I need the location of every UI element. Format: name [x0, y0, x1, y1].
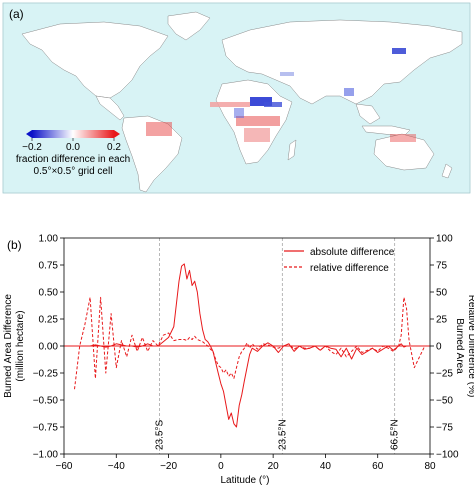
y-right-tick-label: 25 [436, 315, 448, 326]
series-layer [64, 263, 430, 428]
y-left-tick-label: −0.50 [33, 396, 59, 407]
greenland [167, 11, 211, 41]
y-right-tick-label: 100 [436, 234, 453, 245]
colorbar-tick-label: 0.0 [66, 142, 80, 153]
x-tick-label: −20 [160, 461, 177, 472]
legend-label-absolute: absolute difference [310, 247, 395, 258]
southeast-asia [355, 103, 381, 125]
x-tick-label: −60 [56, 461, 73, 472]
fraction-difference-patches [146, 48, 416, 142]
reference-line-label: 23.5°N [277, 419, 288, 450]
y-right-tick-label: 0 [436, 342, 442, 353]
colorbar-gradient [32, 130, 114, 138]
y-left-tick-label: 0.00 [39, 342, 59, 353]
y-left-tick-label: 0.25 [39, 315, 59, 326]
x-tick-label: 40 [320, 461, 332, 472]
y-axis-right-title-line1: Burned Area [454, 318, 465, 374]
x-tick-label: 0 [218, 461, 224, 472]
x-tick-label: −40 [108, 461, 125, 472]
new-zealand [441, 163, 453, 179]
y-right-tick-label: −25 [436, 369, 453, 380]
colorbar-label-line2: 0.5°×0.5° grid cell [34, 166, 113, 177]
colorbar-arrow-negative [26, 130, 32, 138]
panel-a-map: (a) −0.2 0.0 0.2 fraction difference in … [2, 2, 471, 194]
panel-a-label: (a) [9, 7, 24, 21]
axes-layer: −60 −40 −20 0 20 40 60 80 −1.00 −0.75 −0.50 −0.25 0.… [33, 234, 459, 473]
absolute-difference-line [74, 263, 425, 428]
central-america [95, 95, 125, 121]
y-right-tick-label: −100 [436, 450, 459, 461]
north-america [21, 21, 169, 99]
reference-line-label: 23.5°S [154, 420, 165, 450]
y-axis-right-title-line2: Relative Difference (%) [466, 295, 474, 398]
y-left-tick-label: 1.00 [39, 234, 59, 245]
relative-difference-line [74, 296, 426, 390]
y-left-tick-label: −0.75 [33, 423, 59, 434]
y-right-tick-label: 50 [436, 288, 448, 299]
colorbar: −0.2 0.0 0.2 fraction difference in each… [16, 130, 130, 177]
colorbar-arrow-positive [114, 130, 120, 138]
madagascar [287, 139, 297, 161]
colorbar-tick-label: 0.2 [107, 142, 121, 153]
colorbar-label-line1: fraction difference in each [16, 154, 130, 165]
y-left-tick-label: −1.00 [33, 450, 59, 461]
panel-b-label: (b) [7, 238, 22, 252]
x-tick-label: 80 [424, 461, 436, 472]
y-axis-left-title-line1: Burned Area Difference [3, 294, 14, 398]
y-axis-left-title-line2: (million hectare) [15, 310, 26, 381]
legend-label-relative: relative difference [310, 263, 389, 274]
y-right-tick-label: −75 [436, 423, 453, 434]
colorbar-tick-label: −0.2 [22, 142, 42, 153]
y-right-tick-label: 75 [436, 261, 448, 272]
y-left-tick-label: 0.50 [39, 288, 59, 299]
landmasses [21, 11, 463, 193]
x-tick-label: 20 [268, 461, 280, 472]
europe-asia [221, 19, 463, 105]
y-right-tick-label: −50 [436, 396, 453, 407]
x-tick-label: 60 [372, 461, 384, 472]
legend: absolute difference relative difference [284, 247, 395, 274]
y-left-tick-label: −0.25 [33, 369, 59, 380]
panel-b-chart: (b) 23.5°S 23.5°N 66.5°N −60 −40 −20 0 20 40 60 8… [3, 234, 474, 487]
reference-line-label: 66.5°N [390, 419, 401, 450]
australia [373, 133, 435, 171]
x-axis-title: Latitude (°) [220, 475, 269, 486]
y-left-tick-label: 0.75 [39, 261, 59, 272]
